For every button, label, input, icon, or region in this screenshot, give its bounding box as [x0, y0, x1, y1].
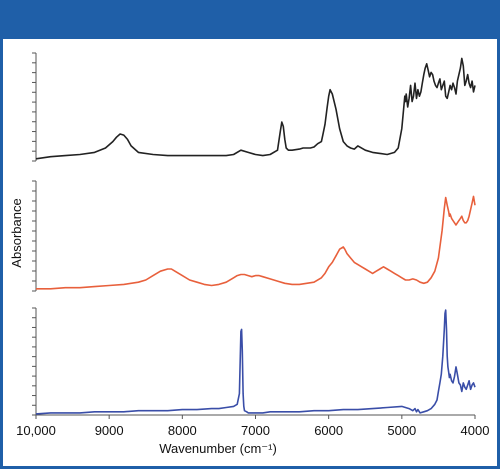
axes-group: [32, 52, 475, 416]
spectra-chart: 10,000 9000 8000 7000 6000 5000 4000 Absorbanc…: [9, 52, 489, 456]
x-tick-label-1: 9000: [95, 423, 124, 438]
spectrum-line-3: [35, 309, 476, 415]
y-axis-label: Absorbance: [9, 198, 24, 267]
x-tick-label-5: 5000: [387, 423, 416, 438]
x-tick-label-0: 10,000: [16, 423, 56, 438]
x-tick-label-3: 7000: [241, 423, 270, 438]
spectra-group: [35, 57, 476, 415]
x-tick-label-6: 4000: [461, 423, 490, 438]
x-tick-label-4: 6000: [314, 423, 343, 438]
header-bar: [3, 3, 497, 39]
x-ticks-group: 10,000 9000 8000 7000 6000 5000 4000: [16, 415, 489, 438]
x-axis-label: Wavenumber (cm⁻¹): [159, 441, 277, 456]
x-tick-label-2: 8000: [168, 423, 197, 438]
spectrum-line-2: [36, 195, 476, 290]
spectrum-line-1: [35, 57, 476, 160]
